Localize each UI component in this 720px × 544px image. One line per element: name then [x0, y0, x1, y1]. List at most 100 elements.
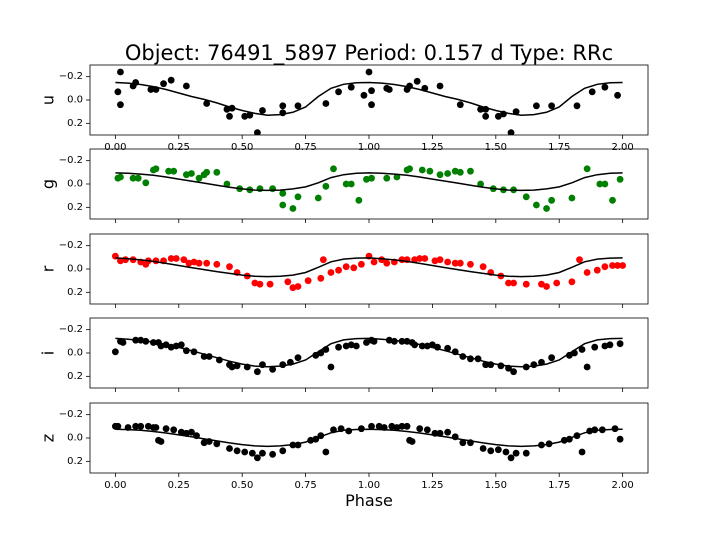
x-tick-label: 2.00: [612, 142, 634, 153]
axes-frame: [89, 317, 649, 389]
data-point: [416, 255, 424, 262]
data-point: [583, 363, 591, 371]
data-point: [548, 354, 556, 362]
model-curve: [115, 428, 623, 448]
data-point: [289, 205, 297, 212]
panel-r: r −0.2 0.0 0.2: [39, 233, 649, 308]
data-point: [611, 425, 619, 433]
data-point: [327, 269, 335, 276]
data-point: [162, 425, 170, 433]
data-point: [601, 180, 609, 188]
model-curve: [115, 81, 623, 116]
data-point: [383, 259, 391, 267]
y-tick-label: 0.0: [67, 95, 83, 106]
data-point: [494, 446, 502, 454]
panels: u −0.2 0.0 0.2 0.00 0.25 0.50 0.75 1.00 1.25 1.50 1…: [39, 64, 649, 491]
data-point: [254, 129, 261, 135]
data-point: [352, 342, 360, 350]
data-point: [350, 264, 358, 272]
figure-title: Object: 76491_5897 Period: 0.157 d Type:…: [125, 41, 613, 66]
data-point: [406, 165, 413, 173]
data-point: [583, 269, 591, 276]
data-point: [606, 341, 614, 349]
data-point: [616, 175, 624, 183]
data-point: [573, 102, 581, 110]
data-point: [522, 280, 530, 288]
data-point: [444, 170, 452, 177]
data-point: [246, 111, 254, 119]
data-point: [601, 342, 609, 350]
data-point: [289, 284, 297, 292]
data-point: [347, 341, 355, 349]
data-point: [132, 422, 140, 430]
data-point: [543, 205, 550, 212]
y-tick-label: 0.2: [67, 287, 83, 298]
data-point: [254, 368, 261, 376]
data-point: [172, 255, 180, 262]
y-tick-label: 0.2: [67, 456, 83, 467]
data-point: [614, 91, 621, 99]
data-point: [256, 280, 264, 288]
x-tick-label: 1.25: [421, 142, 443, 153]
x-axis-label: Phase: [345, 491, 393, 510]
x-tick-label: 0.50: [231, 480, 253, 491]
data-point: [188, 170, 195, 177]
data-point: [596, 180, 604, 188]
data-point: [182, 171, 190, 179]
data-point: [370, 258, 378, 266]
data-point: [195, 259, 203, 267]
y-tick-label: 0.2: [67, 118, 83, 129]
data-point: [502, 448, 510, 456]
data-point: [223, 180, 231, 188]
x-tick-label: 0.25: [168, 480, 190, 491]
data-point: [117, 101, 124, 109]
data-point: [327, 363, 335, 371]
data-point: [319, 256, 327, 264]
data-point: [279, 447, 287, 455]
data-point: [512, 108, 520, 116]
y-tick-label: 0.2: [67, 202, 83, 213]
data-point: [177, 341, 185, 349]
data-point: [213, 168, 221, 176]
data-point: [345, 427, 353, 435]
data-point: [317, 274, 325, 282]
data-point: [167, 76, 175, 84]
data-point: [578, 346, 586, 353]
data-point: [583, 165, 591, 173]
data-point: [322, 182, 330, 190]
data-point: [228, 363, 236, 371]
data-point: [279, 102, 287, 110]
data-point: [522, 193, 530, 201]
data-point: [180, 256, 188, 264]
data-point: [200, 439, 208, 447]
data-point: [368, 87, 375, 95]
model-curve: [115, 257, 623, 278]
data-point: [370, 337, 378, 345]
data-point: [137, 422, 145, 430]
data-point: [203, 100, 211, 107]
data-point: [388, 422, 396, 430]
y-tick-label: 0.0: [67, 433, 83, 444]
data-point: [177, 428, 185, 436]
data-point: [170, 167, 178, 175]
data-point: [248, 449, 256, 457]
data-point: [482, 361, 490, 369]
x-tick-label: 0.00: [104, 480, 126, 491]
data-point: [203, 168, 211, 176]
data-point: [157, 438, 165, 445]
data-point: [119, 339, 127, 346]
panel-i: i −0.2 0.0 0.2: [39, 317, 649, 392]
y-tick-label: −0.2: [59, 409, 83, 420]
y-tick-label: 0.0: [67, 264, 83, 275]
data-point: [565, 351, 573, 359]
data-point: [421, 255, 429, 262]
data-point: [512, 449, 520, 457]
data-point: [190, 258, 198, 266]
data-point: [383, 174, 391, 182]
data-point: [505, 279, 512, 287]
panel-z: z −0.2 0.0 0.2 0.00 0.25 0.50 0.75 1.00 1.25 1.50 1…: [39, 402, 649, 491]
data-point: [144, 422, 152, 430]
data-point: [342, 342, 350, 350]
data-point: [167, 255, 175, 262]
